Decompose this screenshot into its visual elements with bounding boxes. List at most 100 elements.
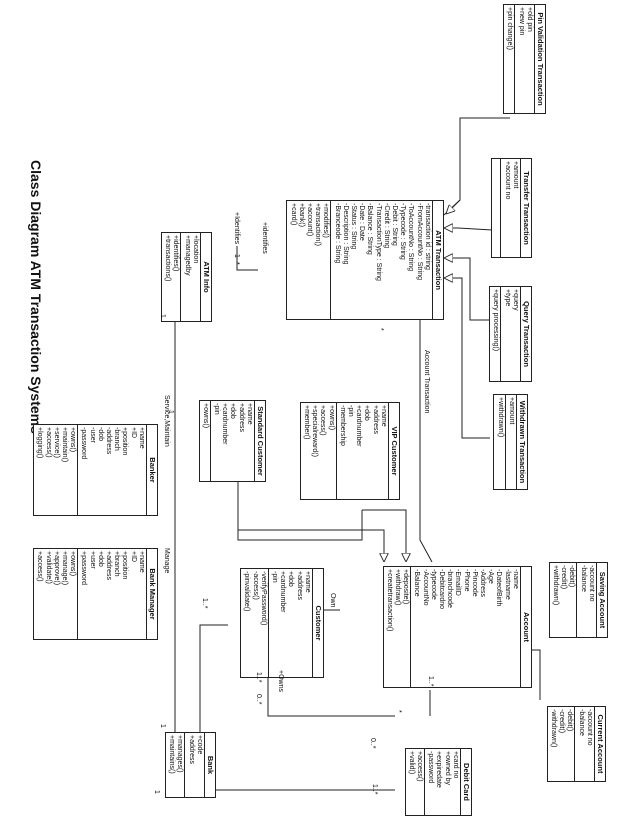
attribute: -Description : String (341, 203, 349, 265)
operation: +maintain() (60, 427, 68, 463)
multiplicity: 1 (233, 254, 240, 258)
class-name: Query Transaction (519, 287, 531, 381)
class-debit-card: Debit Card +card no +owned by +expiredat… (404, 748, 472, 816)
class-name: Bank (203, 733, 215, 797)
operation: -withdrawn() (549, 709, 557, 748)
attribute: -balance (579, 565, 587, 592)
class-name: VIP Customer (387, 403, 399, 499)
attribute: +new pin (517, 7, 525, 36)
attribute: +name (303, 571, 311, 593)
class-name: Account (519, 567, 531, 687)
operation: +service() (52, 427, 60, 458)
operation: +pin change() (506, 7, 514, 51)
attribute: +managedby (183, 235, 191, 276)
attribute: -Status : String (349, 203, 357, 250)
attribute: -pin (270, 571, 278, 583)
class-name: Debit Card (459, 749, 471, 815)
attribute: -password (427, 751, 435, 784)
attribute: +name (379, 405, 387, 427)
attribute: +type (503, 289, 511, 307)
operation: +access() (319, 405, 327, 436)
attribute: -EmailID (454, 569, 462, 596)
multiplicity: 1 (159, 724, 166, 728)
attribute: -password (80, 427, 88, 460)
attribute: -branch (113, 427, 121, 451)
operation: +owns() (327, 405, 335, 431)
operation: -access() (251, 571, 259, 600)
multiplicity: 1..* (255, 672, 262, 683)
attribute: +location (191, 235, 199, 264)
class-name: Standard Customer (253, 401, 265, 481)
attribute: +dob (96, 551, 104, 567)
class-name: Saving Account (595, 563, 607, 637)
class-withdrawn-transaction: Withdrawn Transaction +amount +withdrawn… (493, 394, 528, 490)
operation: +maintains() (168, 735, 176, 774)
class-banker: Banker +name +ID +position -branch -addr… (33, 424, 158, 516)
class-saving-account: Saving Account -account no -balance -deb… (548, 562, 608, 638)
attribute: +cardnumber (279, 571, 287, 613)
attribute: +address (104, 551, 112, 580)
attribute: -Address (478, 569, 486, 598)
attribute: -Balance : String (366, 203, 374, 255)
gen-vip-customer (362, 509, 406, 562)
class-name: Customer (311, 569, 323, 677)
operation: -debit() (568, 565, 576, 588)
attribute: -dob (96, 427, 104, 442)
multiplicity: 1 (153, 790, 160, 794)
multiplicity: * (377, 328, 384, 331)
attribute: -Balance (413, 569, 421, 597)
gen-query (444, 258, 492, 321)
attribute: -name (511, 569, 519, 589)
assoc-service-maintain (174, 246, 178, 791)
attribute: -ToAccountNo : String (407, 203, 415, 272)
label-manage: Manage (163, 548, 170, 574)
attribute: +password (80, 551, 88, 586)
assoc-customer-bank (199, 624, 228, 750)
multiplicity: 1..* (427, 676, 434, 687)
operation: +account() (305, 203, 313, 237)
attribute: -transaction id : string (423, 203, 431, 270)
class-customer: Customer +name +address +dob +cardnumber… (240, 568, 324, 678)
attribute: -Age (487, 569, 495, 584)
attribute: +cardnumber (221, 403, 229, 445)
operation: -debit() (566, 709, 574, 732)
class-name: Current Account (593, 707, 605, 781)
attribute: -membership (338, 405, 346, 446)
attribute: -TransactionType : String (374, 203, 382, 281)
attribute: -branchcode (446, 569, 454, 608)
operation: +identifies() (172, 235, 180, 272)
operation: +manages() (176, 735, 184, 773)
operation: +owns() (69, 427, 77, 453)
multiplicity: * (395, 710, 402, 713)
attribute: -Phone (462, 569, 470, 592)
attribute: +address (295, 571, 303, 600)
attribute: +name (245, 403, 253, 425)
operation: +access() (36, 551, 44, 582)
attribute: -lastname (503, 569, 511, 600)
multiplicity: 0..* (369, 738, 376, 749)
class-query-transaction: Query Transaction +query +type +query pr… (489, 286, 532, 382)
attribute: -balance (577, 709, 585, 736)
operation: +bank() (297, 203, 305, 227)
class-name: Bank Manager (145, 549, 157, 639)
label-identifies-role: +identifies (261, 222, 268, 254)
operation: +access() (415, 751, 423, 782)
operation: +valid() (407, 751, 415, 775)
class-name: Withdrawn Transaction (515, 395, 527, 489)
attribute: -account no (587, 565, 595, 602)
attribute: +account no (503, 161, 511, 200)
label-account-transaction: Account Transaction (423, 350, 430, 414)
operation: +specialreward() (311, 405, 319, 457)
class-atm-info: ATM Info +location +managedby +identifie… (160, 232, 212, 322)
operation: +validate() (44, 551, 52, 584)
attribute: -Debitcardno (437, 569, 445, 610)
attribute: -Date : Date (358, 203, 366, 241)
class-name: ATM Transaction (431, 201, 443, 319)
attribute: -account no (585, 709, 593, 746)
operation: +owns() (69, 551, 77, 577)
attribute: +card no (451, 751, 459, 779)
class-name: ATM Info (199, 233, 211, 321)
attribute: +address (187, 735, 195, 764)
diagram-title: Class Diagram ATM Transaction Systems (28, 160, 44, 434)
class-vip-customer: VIP Customer +name +address +dob +cardnu… (299, 402, 400, 500)
